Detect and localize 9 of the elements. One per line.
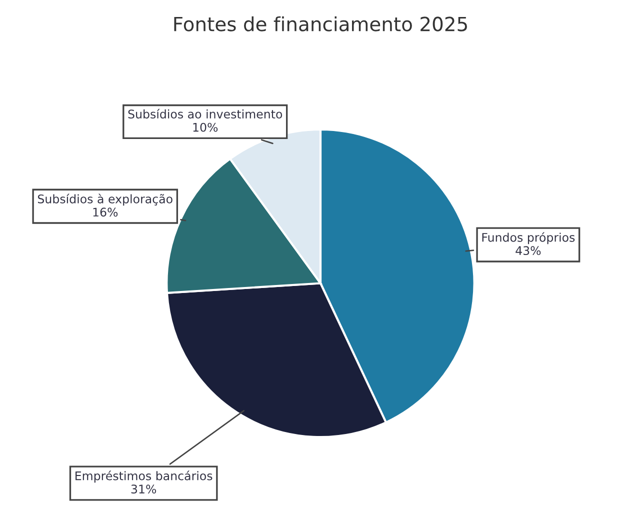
slice-label: Subsídios ao investimento [128, 108, 282, 119]
data-label: 43% [516, 246, 541, 256]
chart-title: Fontes de financiamento 2025 [174, 16, 467, 32]
slice-label: Subsídios à exploração [38, 194, 172, 206]
slice-label: Empréstimos bancários [76, 470, 212, 483]
slice-label: Fundos próprios [482, 232, 575, 244]
data-label: 31% [131, 484, 156, 494]
data-label: 10% [193, 122, 218, 132]
data-label: 16% [93, 208, 118, 217]
